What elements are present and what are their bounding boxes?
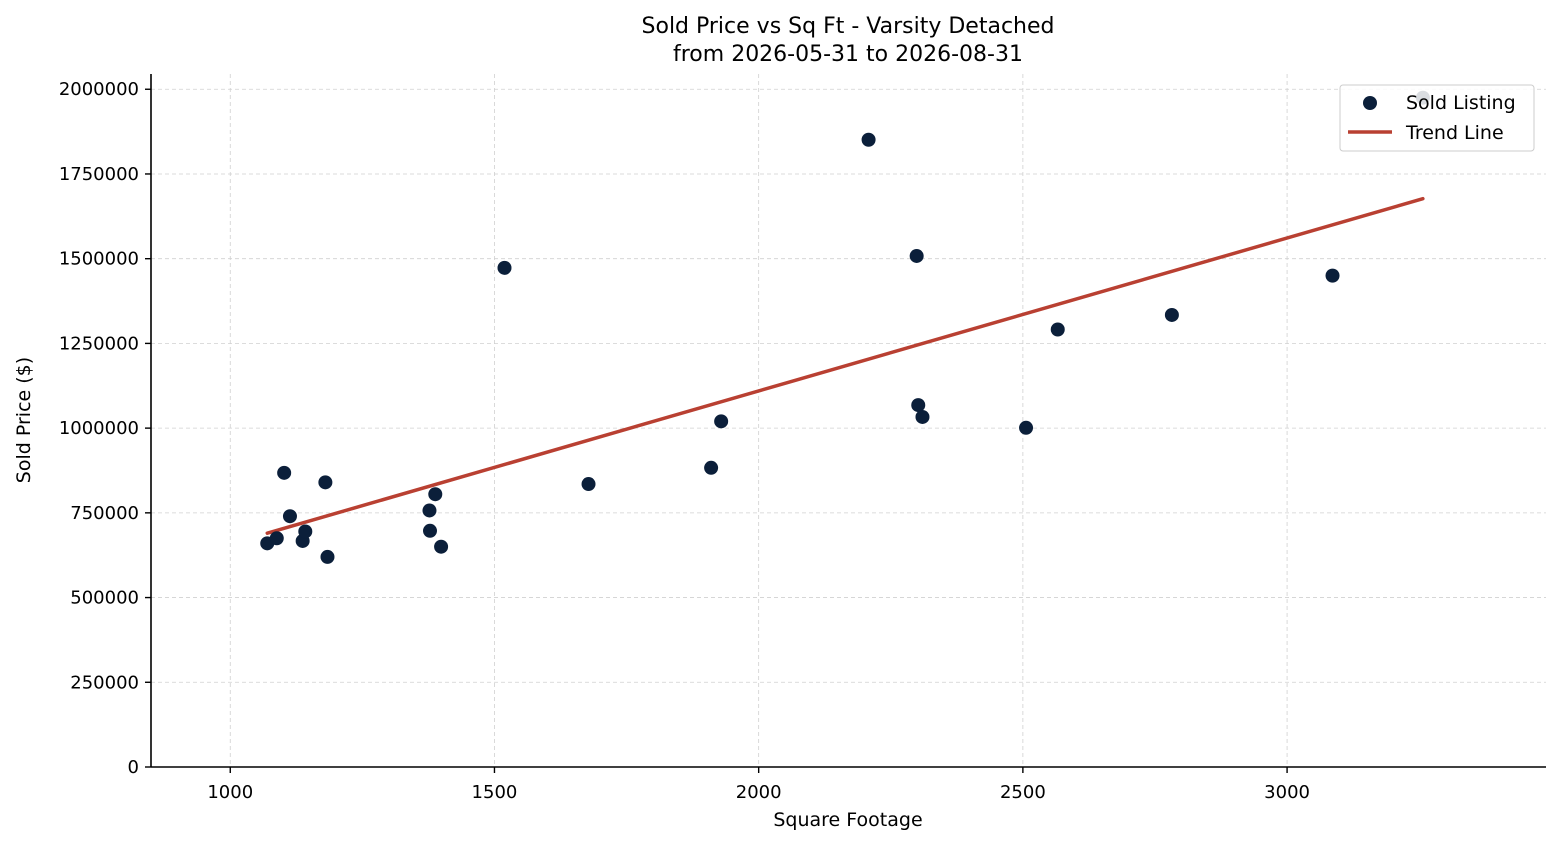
data-point — [318, 475, 333, 490]
chart-title: Sold Price vs Sq Ft - Varsity Detached — [642, 14, 1055, 39]
data-point — [282, 509, 297, 524]
data-point — [1050, 322, 1065, 337]
x-axis-ticks: 1000 1500 2000 2500 3000 — [207, 767, 1310, 803]
y-tick-label: 2000000 — [59, 79, 139, 100]
data-point — [861, 132, 876, 147]
grid-layer — [151, 74, 1546, 768]
y-tick-label: 750000 — [70, 503, 139, 524]
y-axis-label: Sold Price ($) — [13, 357, 35, 483]
data-point — [320, 549, 335, 564]
y-tick-label: 500000 — [70, 588, 139, 609]
trend-layer — [265, 196, 1425, 535]
data-point — [911, 398, 926, 413]
y-tick-label: 0 — [128, 757, 139, 778]
data-point — [581, 477, 596, 492]
data-point — [909, 248, 924, 263]
trend-line — [265, 196, 1425, 535]
data-point — [422, 503, 437, 518]
chart-subtitle: from 2026-05-31 to 2026-08-31 — [673, 42, 1023, 67]
data-point — [714, 414, 729, 429]
y-tick-label: 1000000 — [59, 418, 139, 439]
data-point — [423, 523, 437, 538]
data-point — [1325, 268, 1340, 283]
data-point — [704, 460, 719, 475]
points-layer — [260, 90, 1430, 564]
x-tick-label: 1500 — [472, 782, 518, 803]
data-point — [434, 539, 449, 554]
legend-label-sold-listing: Sold Listing — [1406, 92, 1516, 114]
x-axis-label: Square Footage — [773, 809, 922, 831]
x-tick-label: 2000 — [736, 782, 782, 803]
y-tick-label: 1500000 — [59, 249, 139, 270]
legend: Sold Listing Trend Line — [1339, 84, 1535, 152]
legend-box — [1339, 84, 1535, 152]
x-tick-label: 3000 — [1264, 782, 1310, 803]
x-tick-label: 2500 — [1000, 782, 1046, 803]
legend-label-trend-line: Trend Line — [1405, 122, 1504, 144]
legend-marker-sold-listing — [1363, 96, 1377, 110]
y-axis-ticks: 0 250000 500000 750000 1000000 1250000 1500000… — [59, 79, 151, 778]
x-tick-label: 1000 — [207, 782, 253, 803]
y-tick-label: 250000 — [70, 672, 139, 693]
data-point — [1019, 420, 1034, 435]
data-point — [277, 465, 292, 480]
data-point — [1164, 307, 1179, 322]
data-point — [298, 524, 313, 539]
y-tick-label: 1250000 — [59, 333, 139, 354]
data-point — [497, 260, 512, 275]
data-point — [428, 487, 443, 502]
data-point — [269, 531, 284, 546]
data-point — [915, 409, 930, 424]
y-tick-label: 1750000 — [59, 164, 139, 185]
